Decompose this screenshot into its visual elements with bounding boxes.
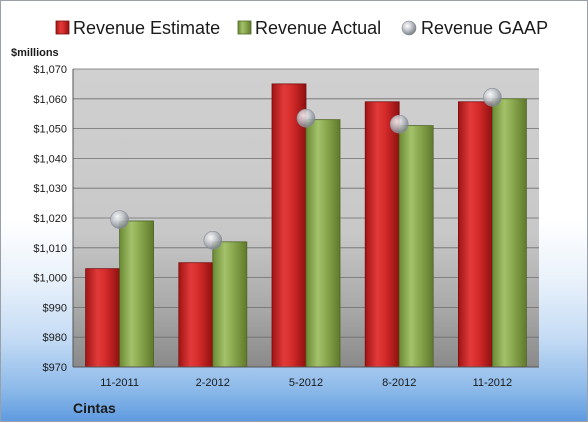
bars — [85, 83, 527, 368]
y-tick-label: $970 — [43, 362, 67, 374]
y-tick-label: $1,020 — [33, 213, 67, 225]
legend-swatch-estimate — [55, 20, 70, 35]
legend-swatch-gaap — [401, 20, 417, 36]
x-tick-label: 8-2012 — [382, 377, 416, 389]
gaap-marker — [110, 210, 129, 229]
x-axis: 11-2011 2-2012 5-2012 8-2012 11-2012 — [73, 366, 539, 389]
bar-estimate — [271, 83, 307, 368]
gaap-marker — [389, 114, 409, 134]
bar-estimate — [178, 262, 214, 368]
unit-label: $millions — [11, 47, 59, 59]
y-tick-label: $1,040 — [33, 153, 67, 165]
y-tick-label: $1,070 — [33, 64, 67, 76]
gaap-marker — [203, 231, 223, 250]
y-tick-label: $990 — [43, 302, 67, 314]
company-label: Cintas — [73, 400, 116, 416]
bar-actual — [212, 241, 248, 368]
bar-estimate — [85, 268, 120, 368]
bar-actual — [398, 125, 434, 368]
legend: Revenue Estimate Revenue Actual Revenue … — [55, 18, 548, 38]
y-tick-label: $1,000 — [33, 273, 67, 285]
y-tick-label: $1,050 — [33, 124, 67, 136]
legend-label-actual: Revenue Actual — [255, 18, 381, 38]
y-axis: $970 $980 $990 $1,000 $1,010 $1,020 $1,030 $1,0… — [33, 64, 74, 374]
bar-actual — [305, 119, 341, 368]
bar-actual — [119, 220, 154, 368]
legend-item-actual: Revenue Actual — [237, 18, 381, 38]
y-tick-label: $1,060 — [33, 94, 67, 106]
legend-item-estimate: Revenue Estimate — [55, 18, 220, 38]
y-tick-label: $980 — [43, 332, 67, 344]
legend-swatch-actual — [237, 20, 252, 35]
y-tick-label: $1,030 — [33, 183, 67, 195]
gaap-markers — [110, 88, 502, 250]
bar-actual — [491, 98, 527, 368]
x-tick-label: 5-2012 — [289, 377, 323, 389]
y-tick-label: $1,010 — [33, 243, 67, 255]
x-tick-label: 11-2011 — [100, 377, 139, 389]
bar-estimate — [457, 101, 493, 368]
x-tick-label: 2-2012 — [196, 377, 230, 389]
bar-estimate — [364, 101, 400, 368]
gaap-marker — [483, 88, 502, 107]
legend-label-estimate: Revenue Estimate — [73, 18, 220, 38]
x-tick-label: 11-2012 — [473, 377, 513, 389]
legend-label-gaap: Revenue GAAP — [421, 18, 548, 38]
gaap-marker — [296, 108, 316, 128]
legend-item-gaap: Revenue GAAP — [401, 18, 548, 38]
